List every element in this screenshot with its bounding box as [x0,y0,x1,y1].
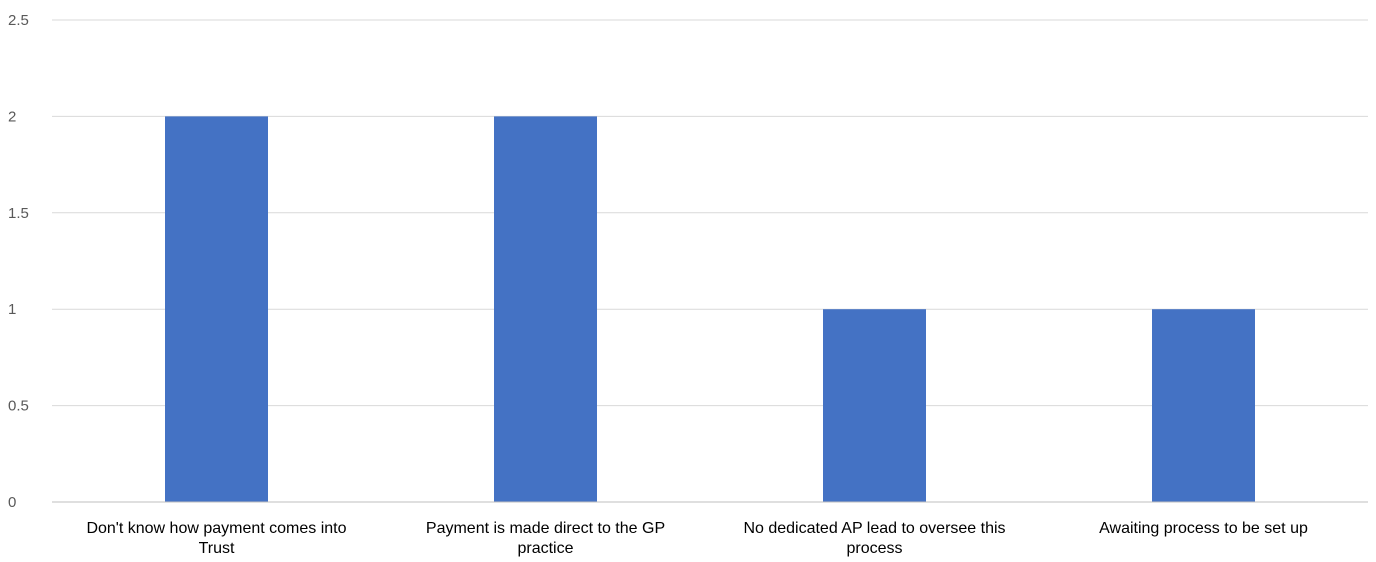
y-tick-label: 0.5 [8,398,29,415]
bar [494,116,597,503]
x-category-label-line: Awaiting process to be set up [1099,520,1308,537]
gridlines [52,19,1368,407]
x-category-label: Don't know how payment comes into Trust [86,520,346,557]
x-category-label-line: Trust [199,540,235,557]
x-category-label: Payment is made direct to the GP practice [426,520,665,557]
y-tick-label: 2.5 [8,12,29,29]
y-tick-label: 2 [8,108,16,125]
x-axis-labels: Don't know how payment comes into Trust Pa… [86,520,1308,557]
bars [165,116,1255,503]
x-category-label-line: No dedicated AP lead to oversee this [743,520,1005,537]
y-tick-label: 1.5 [8,205,29,222]
x-category-label-line: Don't know how payment comes into [86,520,346,537]
x-category-label: No dedicated AP lead to oversee this proc… [743,520,1005,557]
y-axis-ticks: 0 0.5 1 1.5 2 2.5 [8,12,29,511]
x-category-label-line: process [846,540,902,557]
bar [1152,309,1255,502]
y-tick-label: 0 [8,494,16,511]
x-category-label-line: Payment is made direct to the GP [426,520,665,537]
bar [823,309,926,502]
x-category-label-line: practice [517,540,573,557]
y-tick-label: 1 [8,301,16,318]
bar [165,116,268,503]
x-category-label: Awaiting process to be set up [1099,520,1308,537]
